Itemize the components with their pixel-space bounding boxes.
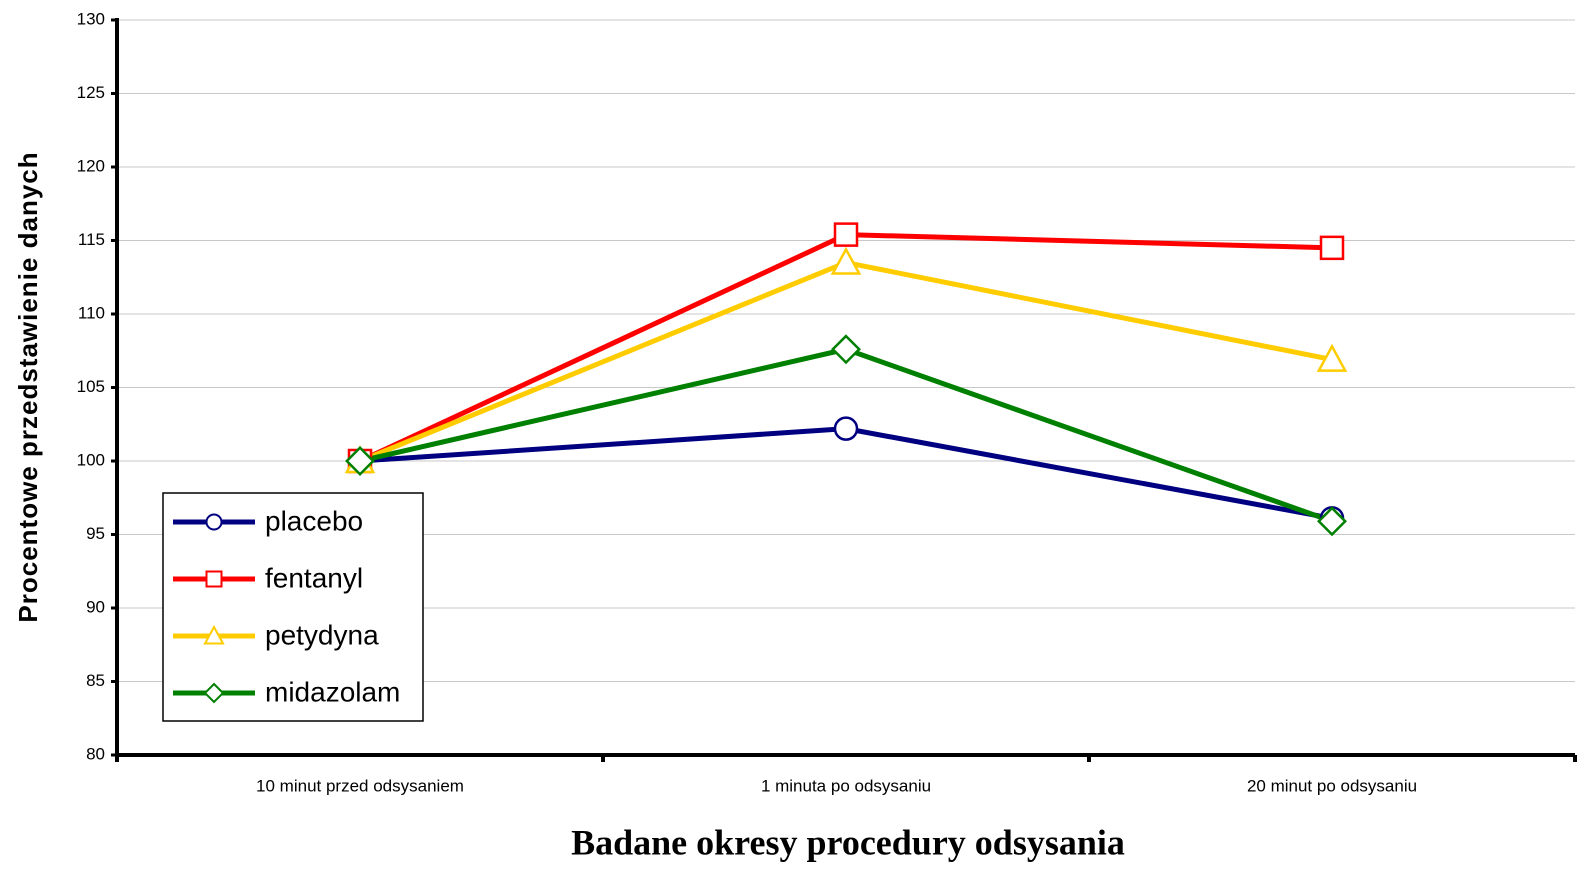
- series-line: [359, 426, 1333, 521]
- legend-label: placebo: [265, 505, 363, 536]
- x-axis-label: Badane okresy procedury odsysania: [571, 822, 1125, 862]
- y-tick-label: 130: [77, 9, 105, 28]
- marker: [203, 682, 225, 704]
- legend-box: [162, 492, 424, 722]
- y-tick-label: 110: [78, 303, 105, 322]
- marker: [345, 446, 375, 476]
- y-tick-label: 125: [77, 83, 105, 102]
- y-tick-label: 80: [86, 744, 105, 763]
- x-tick-label: 1 minuta po odsysaniu: [761, 776, 931, 795]
- x-tick-label: 20 minut po odsysaniu: [1247, 776, 1417, 795]
- y-tick-label: 90: [86, 597, 105, 616]
- y-tick-label: 85: [86, 671, 105, 690]
- y-tick-label: 105: [77, 377, 105, 396]
- marker: [205, 513, 223, 531]
- y-tick-label: 95: [86, 524, 105, 543]
- marker: [203, 624, 225, 645]
- legend-label: petydyna: [265, 619, 379, 650]
- marker: [831, 334, 861, 365]
- marker: [833, 222, 859, 247]
- marker: [1319, 235, 1345, 261]
- marker: [833, 416, 859, 441]
- x-tick-label: 10 minut przed odsysaniem: [256, 776, 464, 795]
- marker: [1316, 343, 1348, 372]
- legend-label: midazolam: [265, 676, 400, 707]
- marker: [205, 570, 223, 588]
- marker: [1317, 506, 1347, 537]
- y-tick-label: 115: [78, 230, 105, 249]
- y-tick-label: 120: [77, 156, 105, 175]
- marker: [830, 246, 862, 275]
- y-tick-label: 100: [77, 450, 105, 469]
- y-axis-label: Procentowe przedstawienie danych: [13, 151, 43, 622]
- legend-label: fentanyl: [265, 562, 363, 593]
